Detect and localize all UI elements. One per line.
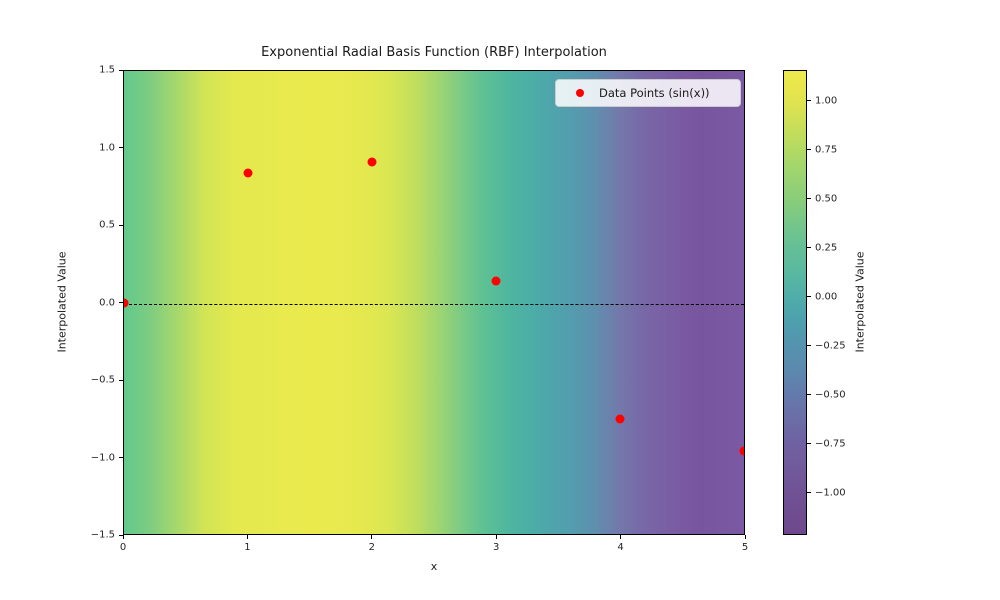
x-tick-label: 1: [244, 542, 251, 553]
x-tick: [620, 535, 622, 539]
colorbar-tick-label: 1.00: [815, 95, 838, 107]
x-tick-label: 3: [493, 542, 500, 553]
colorbar-tick: [807, 149, 811, 151]
legend-label: Data Points (sin(x)): [599, 86, 710, 100]
colorbar-tick-label: 0.25: [815, 242, 838, 254]
zero-dashed-line: [124, 303, 744, 305]
y-tick-label: −0.5: [90, 374, 115, 386]
y-tick-label: 1.5: [99, 64, 115, 76]
x-tick: [744, 535, 746, 539]
colorbar-tick: [807, 247, 811, 249]
data-point: [367, 157, 377, 167]
data-point: [124, 298, 129, 307]
plot-title: Exponential Radial Basis Function (RBF) …: [261, 45, 607, 60]
colorbar-tick: [807, 394, 811, 396]
colorbar-tick: [807, 100, 811, 102]
x-axis-label: x: [430, 560, 438, 573]
scatter-points-layer: [124, 71, 744, 534]
y-tick-label: 0.0: [99, 297, 115, 308]
data-point: [739, 446, 744, 456]
legend: Data Points (sin(x)): [555, 79, 741, 107]
colorbar-tick-label: −0.75: [815, 438, 846, 450]
x-tick-label: 0: [119, 542, 127, 553]
colorbar-tick-label: 0.00: [815, 291, 838, 303]
y-axis-label: Interpolated Value: [55, 251, 69, 353]
colorbar-label: Interpolated Value: [853, 251, 867, 353]
colorbar-tick-label: −0.50: [815, 389, 846, 401]
x-tick: [495, 535, 497, 539]
legend-marker-dot: [576, 89, 584, 97]
y-tick: [119, 457, 123, 458]
colorbar: [783, 70, 807, 535]
x-tick-label: 2: [368, 542, 375, 553]
y-tick-label: −1.0: [90, 452, 115, 463]
colorbar-tick: [807, 443, 811, 445]
colorbar-tick-label: 0.75: [815, 144, 838, 156]
plot-area: [123, 70, 745, 535]
x-tick: [122, 535, 124, 539]
data-point: [491, 276, 501, 286]
colorbar-tick: [807, 492, 811, 493]
x-tick: [371, 535, 373, 539]
y-tick: [119, 69, 123, 71]
y-tick: [119, 224, 123, 226]
y-tick: [119, 534, 123, 536]
y-tick-label: 0.5: [99, 219, 115, 231]
y-tick: [119, 147, 123, 148]
colorbar-tick-label: 0.50: [815, 193, 838, 205]
x-tick-label: 4: [617, 542, 624, 553]
y-tick: [119, 379, 123, 381]
colorbar-tick: [807, 198, 811, 200]
y-tick-label: −1.5: [90, 529, 115, 541]
colorbar-tick: [807, 345, 811, 347]
colorbar-tick: [807, 296, 811, 298]
x-tick: [246, 535, 248, 539]
colorbar-tick-label: −1.00: [815, 487, 846, 498]
x-tick-label: 5: [741, 542, 749, 553]
colorbar-tick-label: −0.25: [815, 340, 846, 352]
data-point: [615, 414, 625, 424]
y-tick-label: 1.0: [99, 142, 115, 153]
data-point: [243, 168, 253, 178]
y-tick: [119, 302, 123, 303]
